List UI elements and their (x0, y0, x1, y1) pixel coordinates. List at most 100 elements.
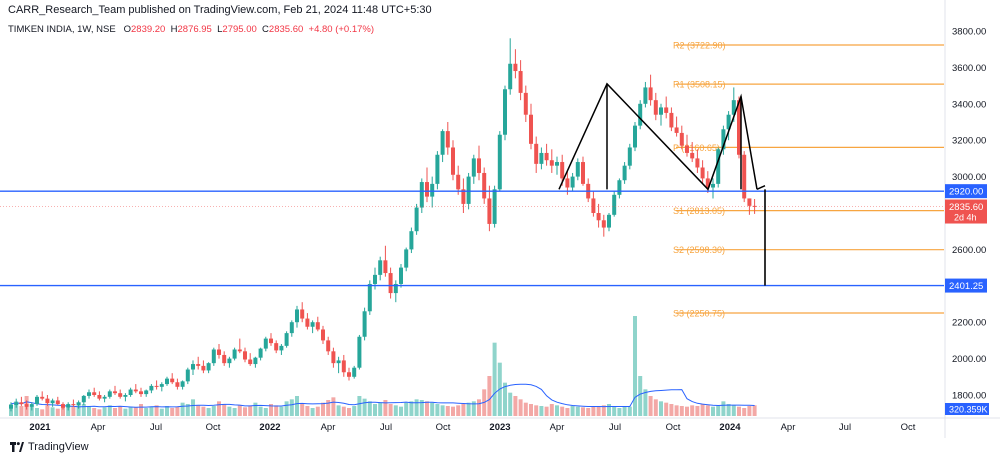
volume-bar (731, 405, 736, 416)
volume-bar (487, 376, 492, 416)
candle-body (357, 336, 362, 368)
candle-body (128, 389, 133, 395)
y-tick-label: 3000.00 (952, 172, 986, 183)
volume-bar (716, 406, 721, 416)
pivot-label-S3: S3 (2250.75) (673, 308, 725, 318)
volume-bar (435, 404, 440, 416)
volume-bar (40, 409, 45, 416)
candle-body (695, 158, 700, 168)
volume-bar (570, 406, 575, 416)
candle-body (191, 364, 195, 370)
candle-body (66, 404, 71, 408)
candle-body (534, 143, 539, 164)
volume-bar (180, 402, 185, 416)
candle-body (633, 125, 637, 148)
candle-body (305, 318, 310, 327)
candle-body (378, 260, 383, 275)
y-tick-label: 2600.00 (952, 245, 986, 256)
candle-body (175, 382, 180, 387)
candle-body (50, 400, 55, 404)
volume-bar (477, 399, 481, 416)
candle-body (487, 198, 492, 224)
volume-bar (336, 405, 341, 416)
tradingview-footer[interactable]: TradingView (10, 441, 89, 453)
volume-bar (232, 408, 237, 416)
volume-bar (633, 316, 637, 416)
volume-bar (591, 406, 596, 416)
candle-body (367, 283, 372, 312)
y-tick-label: 2200.00 (952, 318, 986, 329)
candle-body (243, 351, 247, 360)
candle-body (560, 162, 565, 179)
volume-bar (263, 408, 268, 416)
volume-bar (201, 406, 206, 416)
volume-bar (211, 406, 216, 416)
volume-bar (274, 405, 279, 416)
candle-body (638, 103, 643, 126)
candle-body (196, 364, 201, 366)
candle-body (523, 92, 528, 115)
pivot-label-S2: S2 (2598.30) (673, 245, 725, 255)
candle-body (601, 220, 606, 228)
volume-bar (695, 406, 700, 416)
candle-body (149, 385, 154, 391)
candle-body (705, 178, 710, 188)
candle-body (14, 402, 19, 406)
open-value: 2839.20 (131, 24, 166, 35)
volume-badge-label: 320.359K (949, 405, 988, 415)
volume-bar (76, 402, 81, 416)
volume-bar (601, 405, 606, 416)
candle-body (258, 348, 263, 358)
candle-body (118, 393, 123, 397)
volume-bar (139, 404, 143, 416)
candle-body (555, 162, 559, 166)
volume-bar (87, 406, 91, 416)
candle-body (466, 176, 471, 204)
candle-body (451, 147, 455, 175)
candle-body (362, 311, 367, 337)
support-price-badge (945, 278, 987, 293)
volume-bar (310, 408, 315, 416)
x-tick-label: 2023 (489, 422, 510, 433)
volume-bar (669, 404, 674, 416)
candle-body (503, 89, 507, 135)
volume-bar (383, 400, 388, 416)
volume-bar (721, 401, 726, 416)
volume-bar (612, 406, 617, 416)
candle-body (263, 338, 268, 349)
candle-body (352, 367, 357, 377)
candle-body (310, 322, 315, 327)
x-tick-label: Jul (380, 422, 392, 433)
volume-bar (191, 399, 195, 416)
x-tick-label: Oct (436, 422, 451, 433)
candle-body (217, 349, 221, 355)
volume-bar (227, 406, 232, 416)
volume-bar (92, 408, 97, 416)
candle-body (133, 389, 138, 392)
volume-bar (648, 396, 653, 416)
candle-body (87, 392, 91, 396)
candle-body (721, 129, 726, 150)
volume-bar (185, 404, 190, 416)
y-tick-label: 3600.00 (952, 63, 986, 74)
candle-body (185, 369, 190, 382)
candle-body (716, 149, 721, 184)
volume-bar (300, 404, 305, 416)
x-tick-label: Jul (150, 422, 162, 433)
volume-bar (404, 402, 409, 416)
candle-body (341, 360, 346, 373)
volume-bar (97, 409, 102, 416)
candle-body (664, 107, 669, 113)
volume-bar (638, 376, 643, 416)
volume-bar (170, 408, 175, 416)
volume-bar (128, 406, 133, 416)
volume-bar (711, 406, 715, 416)
candle-body (612, 194, 617, 215)
candle-body (570, 176, 575, 188)
symbol-label[interactable]: TIMKEN INDIA, 1W, NSE (8, 24, 116, 35)
candle-body (539, 152, 544, 164)
pivot-label-R2: R2 (3722.90) (673, 41, 726, 51)
volume-bar (222, 404, 227, 416)
volume-bar (685, 406, 689, 416)
